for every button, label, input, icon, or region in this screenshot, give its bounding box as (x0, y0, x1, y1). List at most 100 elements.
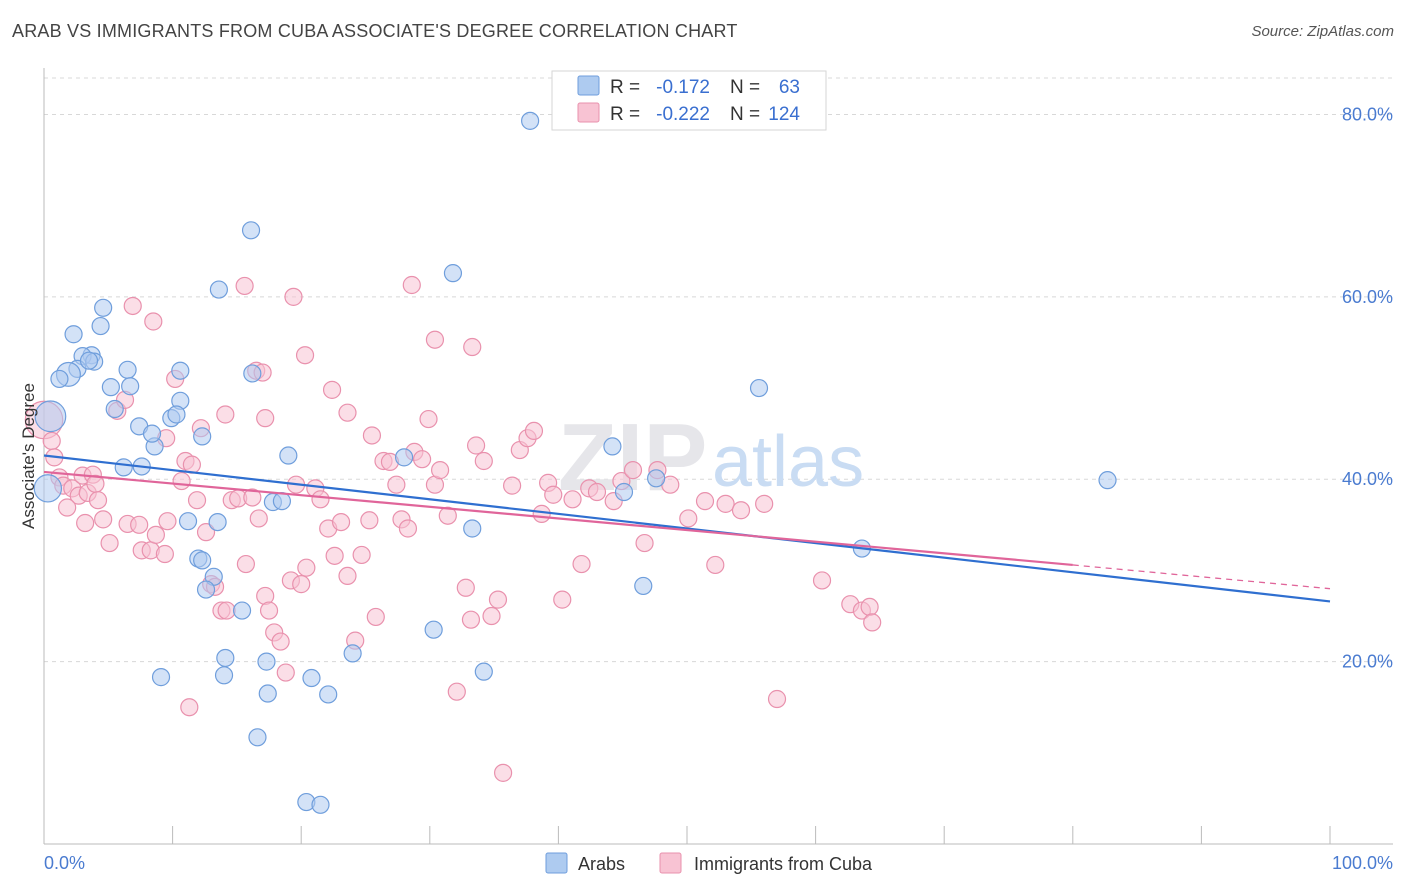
arabs-point (394, 448, 414, 467)
arabs-point (151, 668, 171, 687)
x-tick-min: 0.0% (44, 853, 85, 873)
arabs-point (33, 474, 63, 503)
arabs-point (91, 316, 110, 336)
arabs-point (603, 437, 622, 456)
legend-r-value-1: -0.172 (656, 77, 710, 98)
cuba-point (463, 337, 482, 357)
arabs-point (424, 620, 443, 639)
trend-lines (43, 454, 1331, 603)
arabs-point (178, 512, 198, 531)
cuba-point (466, 436, 486, 455)
cuba-point (94, 510, 113, 529)
arabs-point (171, 361, 190, 380)
cuba-point (311, 490, 330, 509)
arabs-point (749, 378, 769, 398)
arabs-point (79, 351, 99, 370)
arabs-point (118, 360, 137, 379)
arabs-point (50, 369, 69, 389)
arabs-point (105, 399, 124, 419)
cuba-point (352, 545, 371, 565)
watermark-atlas: atlas (712, 422, 864, 502)
y-axis-label: Associate's Degree (19, 383, 38, 529)
arabs-point (64, 325, 83, 344)
legend-n-label-2: N = (730, 104, 760, 125)
arabs-point (209, 280, 228, 299)
arabs-point (311, 795, 330, 814)
arabs-point (94, 298, 113, 317)
cuba-point (76, 513, 95, 533)
cuba-point (331, 512, 351, 532)
cuba-point (325, 546, 344, 565)
cuba-point (243, 488, 262, 507)
legend-swatch-cuba (577, 102, 600, 123)
cuba-point (295, 346, 315, 365)
cuba-point (812, 571, 832, 590)
source-label: Source: ZipAtlas.com (1251, 23, 1394, 40)
arabs-trend-line (43, 454, 1331, 603)
cuba-point (679, 509, 698, 528)
cuba-point (482, 606, 501, 626)
cuba-point (249, 509, 268, 528)
cuba-point (88, 491, 108, 510)
arabs-point (214, 666, 234, 685)
cuba-point (130, 515, 149, 534)
cuba-point (863, 613, 882, 632)
cuba-point (494, 763, 513, 782)
bottom-swatch-arabs (545, 852, 568, 874)
arabs-point (208, 512, 227, 532)
arabs-point (258, 684, 277, 703)
cuba-point (461, 610, 481, 629)
y-tick-60: 60.0% (1342, 287, 1393, 307)
cuba-point (360, 511, 379, 530)
cuba-point (216, 405, 235, 424)
bottom-legend-cuba: Immigrants from Cuba (694, 854, 873, 874)
arabs-point (101, 378, 120, 397)
cuba-point (553, 590, 572, 609)
arabs-point (241, 221, 261, 240)
cuba-point (447, 682, 466, 701)
cuba-point (322, 380, 342, 399)
cuba-point (158, 512, 177, 531)
arabs-point (114, 458, 133, 477)
cuba-point (755, 494, 774, 513)
cuba-point (362, 426, 382, 445)
series-legend: Arabs Immigrants from Cuba (545, 852, 873, 874)
arabs-point (614, 482, 634, 502)
cuba-point (456, 578, 475, 597)
cuba-point (58, 498, 77, 517)
arabs-point (343, 644, 362, 663)
cuba-point (438, 506, 457, 525)
cuba-point (256, 409, 275, 428)
cuba-point (767, 689, 787, 709)
cuba-point (100, 533, 119, 553)
arabs-point (319, 685, 338, 704)
arabs-point (474, 662, 493, 681)
arabs-point (443, 264, 463, 283)
cuba-point (563, 490, 582, 509)
cuba-point (259, 601, 279, 620)
cuba-point (155, 544, 174, 564)
cuba-point (338, 403, 357, 422)
cuba-point (635, 533, 654, 553)
cuba-trend-line (43, 470, 1073, 567)
arabs-point (121, 377, 140, 396)
cuba-point (706, 555, 725, 575)
arabs-points (33, 111, 1117, 814)
arabs-point (1098, 471, 1117, 490)
cuba-points (24, 275, 882, 782)
cuba-point (860, 597, 879, 617)
cuba-point (271, 632, 290, 651)
cuba-point (425, 330, 445, 349)
cuba-point (587, 482, 607, 502)
cuba-point (430, 461, 450, 480)
bottom-legend-arabs: Arabs (578, 854, 625, 874)
y-tick-labels: 20.0% 40.0% 60.0% 80.0% (1342, 104, 1393, 671)
cuba-point (524, 421, 544, 441)
legend-r-label-1: R = (610, 77, 640, 98)
cuba-point (474, 451, 493, 471)
cuba-point (366, 607, 385, 627)
cuba-point (623, 461, 643, 480)
cuba-point (488, 590, 508, 609)
cuba-point (412, 450, 432, 469)
cuba-point (292, 575, 311, 594)
